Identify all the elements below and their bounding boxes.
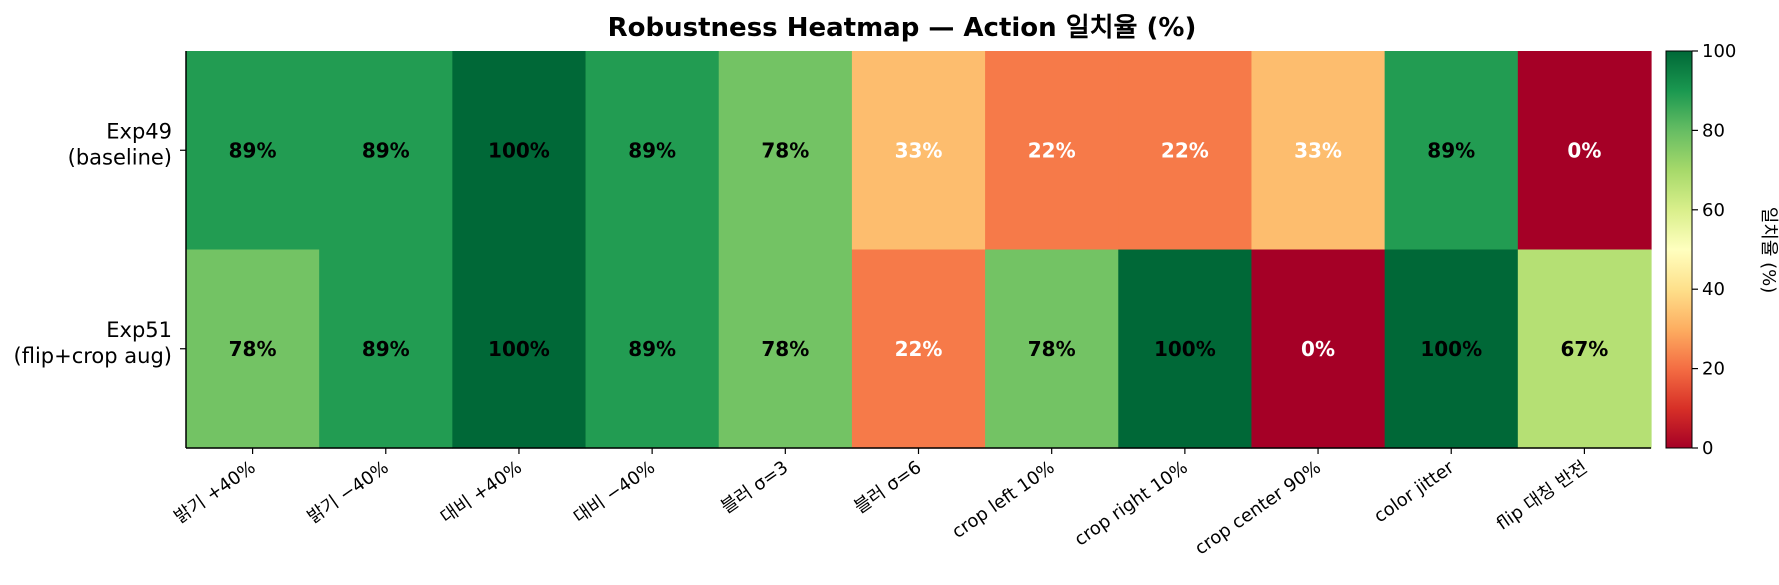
cell-value-label: 78% xyxy=(229,337,277,361)
cell-value-label: 78% xyxy=(761,138,809,162)
heatmap-cell xyxy=(985,249,1119,449)
cell-value-label: 33% xyxy=(895,138,943,162)
column-label: 밝기 +40% xyxy=(170,457,259,528)
heatmap-cell xyxy=(585,51,720,251)
row-label: (flip+crop aug) xyxy=(14,344,172,368)
column-label: crop left 10% xyxy=(948,457,1058,543)
heatmap-cell xyxy=(851,51,986,251)
column-label: 블러 σ=3 xyxy=(717,457,792,518)
row-labels: Exp49(baseline) Exp51(flip+crop aug) xyxy=(14,119,186,368)
cell-value-label: 89% xyxy=(628,337,676,361)
column-label: crop center 90% xyxy=(1191,457,1325,559)
cell-value-label: 100% xyxy=(1420,337,1482,361)
row-label: (baseline) xyxy=(68,145,172,169)
heatmap-cell xyxy=(985,51,1119,251)
column-label: flip 대칭 반전 xyxy=(1493,457,1591,535)
cell-value-label: 89% xyxy=(362,138,410,162)
column-label: crop right 10% xyxy=(1071,457,1192,551)
cell-value-label: 100% xyxy=(488,337,550,361)
heatmap-cell xyxy=(1118,51,1253,251)
heatmap-cell xyxy=(186,249,320,449)
cell-value-label: 89% xyxy=(1427,138,1475,162)
colorbar-tick-label: 60 xyxy=(1702,200,1725,221)
column-label: 대비 −40% xyxy=(570,457,659,528)
heatmap-cell xyxy=(718,51,853,251)
cell-value-label: 67% xyxy=(1560,337,1608,361)
colorbar xyxy=(1665,50,1693,449)
heatmap-cells: 89% 89% 100% 89% 78% 33% 22% 22% 33% 89% 0% 78% 89% 1… xyxy=(186,51,1652,449)
cell-value-label: 89% xyxy=(229,138,277,162)
cell-value-label: 0% xyxy=(1301,337,1335,361)
column-label: 밝기 −40% xyxy=(304,457,393,528)
row-label: Exp49 xyxy=(106,119,172,143)
cell-value-label: 22% xyxy=(1028,138,1076,162)
heatmap-cell xyxy=(1251,249,1386,449)
colorbar-label: 일치율 (%) xyxy=(1758,207,1779,294)
heatmap-cell xyxy=(1517,249,1652,449)
heatmap-cell xyxy=(851,249,986,449)
colorbar-ticks: 0 20 40 60 80 100 xyxy=(1692,41,1736,459)
heatmap-cell xyxy=(1384,51,1519,251)
heatmap-cell xyxy=(1118,249,1253,449)
cell-value-label: 22% xyxy=(895,337,943,361)
heatmap-cell xyxy=(319,51,453,251)
colorbar-tick-label: 40 xyxy=(1702,279,1725,300)
colorbar-tick-label: 0 xyxy=(1702,438,1713,459)
colorbar-tick-label: 100 xyxy=(1702,41,1736,62)
column-label: 블러 σ=6 xyxy=(850,457,925,518)
cell-value-label: 89% xyxy=(362,337,410,361)
column-label: 대비 +40% xyxy=(437,457,526,528)
row-label: Exp51 xyxy=(106,318,172,342)
heatmap-cell xyxy=(1384,249,1519,449)
cell-value-label: 0% xyxy=(1567,138,1601,162)
colorbar-tick-label: 80 xyxy=(1702,120,1725,141)
heatmap-cell xyxy=(452,249,587,449)
column-label: color jitter xyxy=(1370,457,1458,528)
column-labels: 밝기 +40% 밝기 −40% 대비 +40% 대비 −40% 블러 σ=3 블러 σ=6… xyxy=(170,448,1591,559)
colorbar-tick-label: 20 xyxy=(1702,359,1725,380)
cell-value-label: 22% xyxy=(1161,138,1209,162)
heatmap-cell xyxy=(186,51,320,251)
heatmap-cell xyxy=(452,51,587,251)
cell-value-label: 78% xyxy=(1028,337,1076,361)
heatmap-cell xyxy=(1251,51,1386,251)
cell-value-label: 33% xyxy=(1294,138,1342,162)
heatmap-cell xyxy=(319,249,453,449)
heatmap-cell xyxy=(585,249,720,449)
heatmap-cell xyxy=(1517,51,1652,251)
heatmap-cell xyxy=(718,249,853,449)
cell-value-label: 100% xyxy=(1154,337,1216,361)
cell-value-label: 100% xyxy=(488,138,550,162)
cell-value-label: 78% xyxy=(761,337,809,361)
cell-value-label: 89% xyxy=(628,138,676,162)
chart-title: Robustness Heatmap — Action 일치율 (%) xyxy=(608,13,1197,43)
